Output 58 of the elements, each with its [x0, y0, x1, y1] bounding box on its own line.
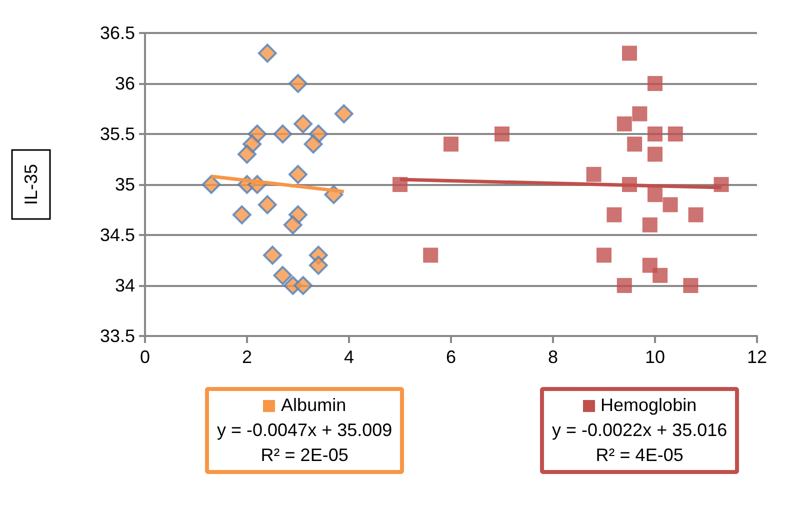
- point: [606, 207, 622, 222]
- point: [642, 217, 658, 232]
- point: [294, 114, 313, 134]
- point: [616, 116, 632, 132]
- point: [616, 278, 632, 293]
- point: [622, 46, 637, 61]
- point: [662, 197, 678, 212]
- y-tick-label: 34: [114, 276, 135, 296]
- point: [648, 187, 662, 202]
- point: [423, 248, 438, 263]
- point: [648, 76, 662, 91]
- y-tick-label: 35: [114, 174, 135, 194]
- point: [258, 195, 277, 214]
- text: R² = 2E-05: [260, 444, 350, 467]
- point: [683, 278, 698, 293]
- point: [334, 104, 354, 124]
- y-axis-title: IL-35: [21, 164, 41, 206]
- point: [494, 126, 510, 142]
- y-tick-label: 36: [114, 74, 135, 94]
- point: [304, 134, 323, 154]
- text: R² = 4E-05: [594, 444, 684, 467]
- y-tick-label: 34.5: [100, 225, 135, 245]
- text: y = -0.0047x + 35.009: [217, 419, 392, 442]
- point: [288, 74, 308, 93]
- point: [238, 144, 256, 164]
- point: [444, 136, 458, 152]
- point: [586, 166, 602, 182]
- point: [648, 126, 662, 142]
- point: [202, 175, 221, 194]
- point: [294, 276, 313, 295]
- point: [652, 268, 668, 283]
- point: [648, 146, 662, 162]
- x-tick-label: 10: [644, 347, 666, 367]
- x-tick-label: 12: [746, 347, 768, 367]
- point: [308, 256, 328, 275]
- point: [273, 266, 292, 285]
- point: [232, 205, 252, 224]
- point: [668, 126, 683, 142]
- x-tick-label: 8: [548, 347, 558, 367]
- y-tick-label: 35.5: [100, 124, 135, 144]
- x-tick-label: 6: [446, 347, 456, 367]
- point: [288, 164, 308, 184]
- x-tick-label: 2: [242, 347, 252, 367]
- text: y = -0.0022x + 35.016: [552, 419, 728, 442]
- point: [596, 248, 612, 263]
- y-tick-label: 33.5: [100, 326, 135, 346]
- y-tick-label: 36.5: [100, 23, 135, 43]
- point: [273, 124, 292, 144]
- x-tick-label: 0: [140, 347, 150, 367]
- point: [258, 44, 277, 63]
- point: [283, 215, 302, 234]
- legend-label: Hemoglobin: [600, 395, 697, 415]
- point: [688, 207, 704, 222]
- legend-label: Albumin: [281, 395, 346, 415]
- point: [627, 136, 642, 152]
- point: [632, 106, 648, 122]
- point: [263, 246, 282, 265]
- x-tick-label: 4: [344, 347, 354, 367]
